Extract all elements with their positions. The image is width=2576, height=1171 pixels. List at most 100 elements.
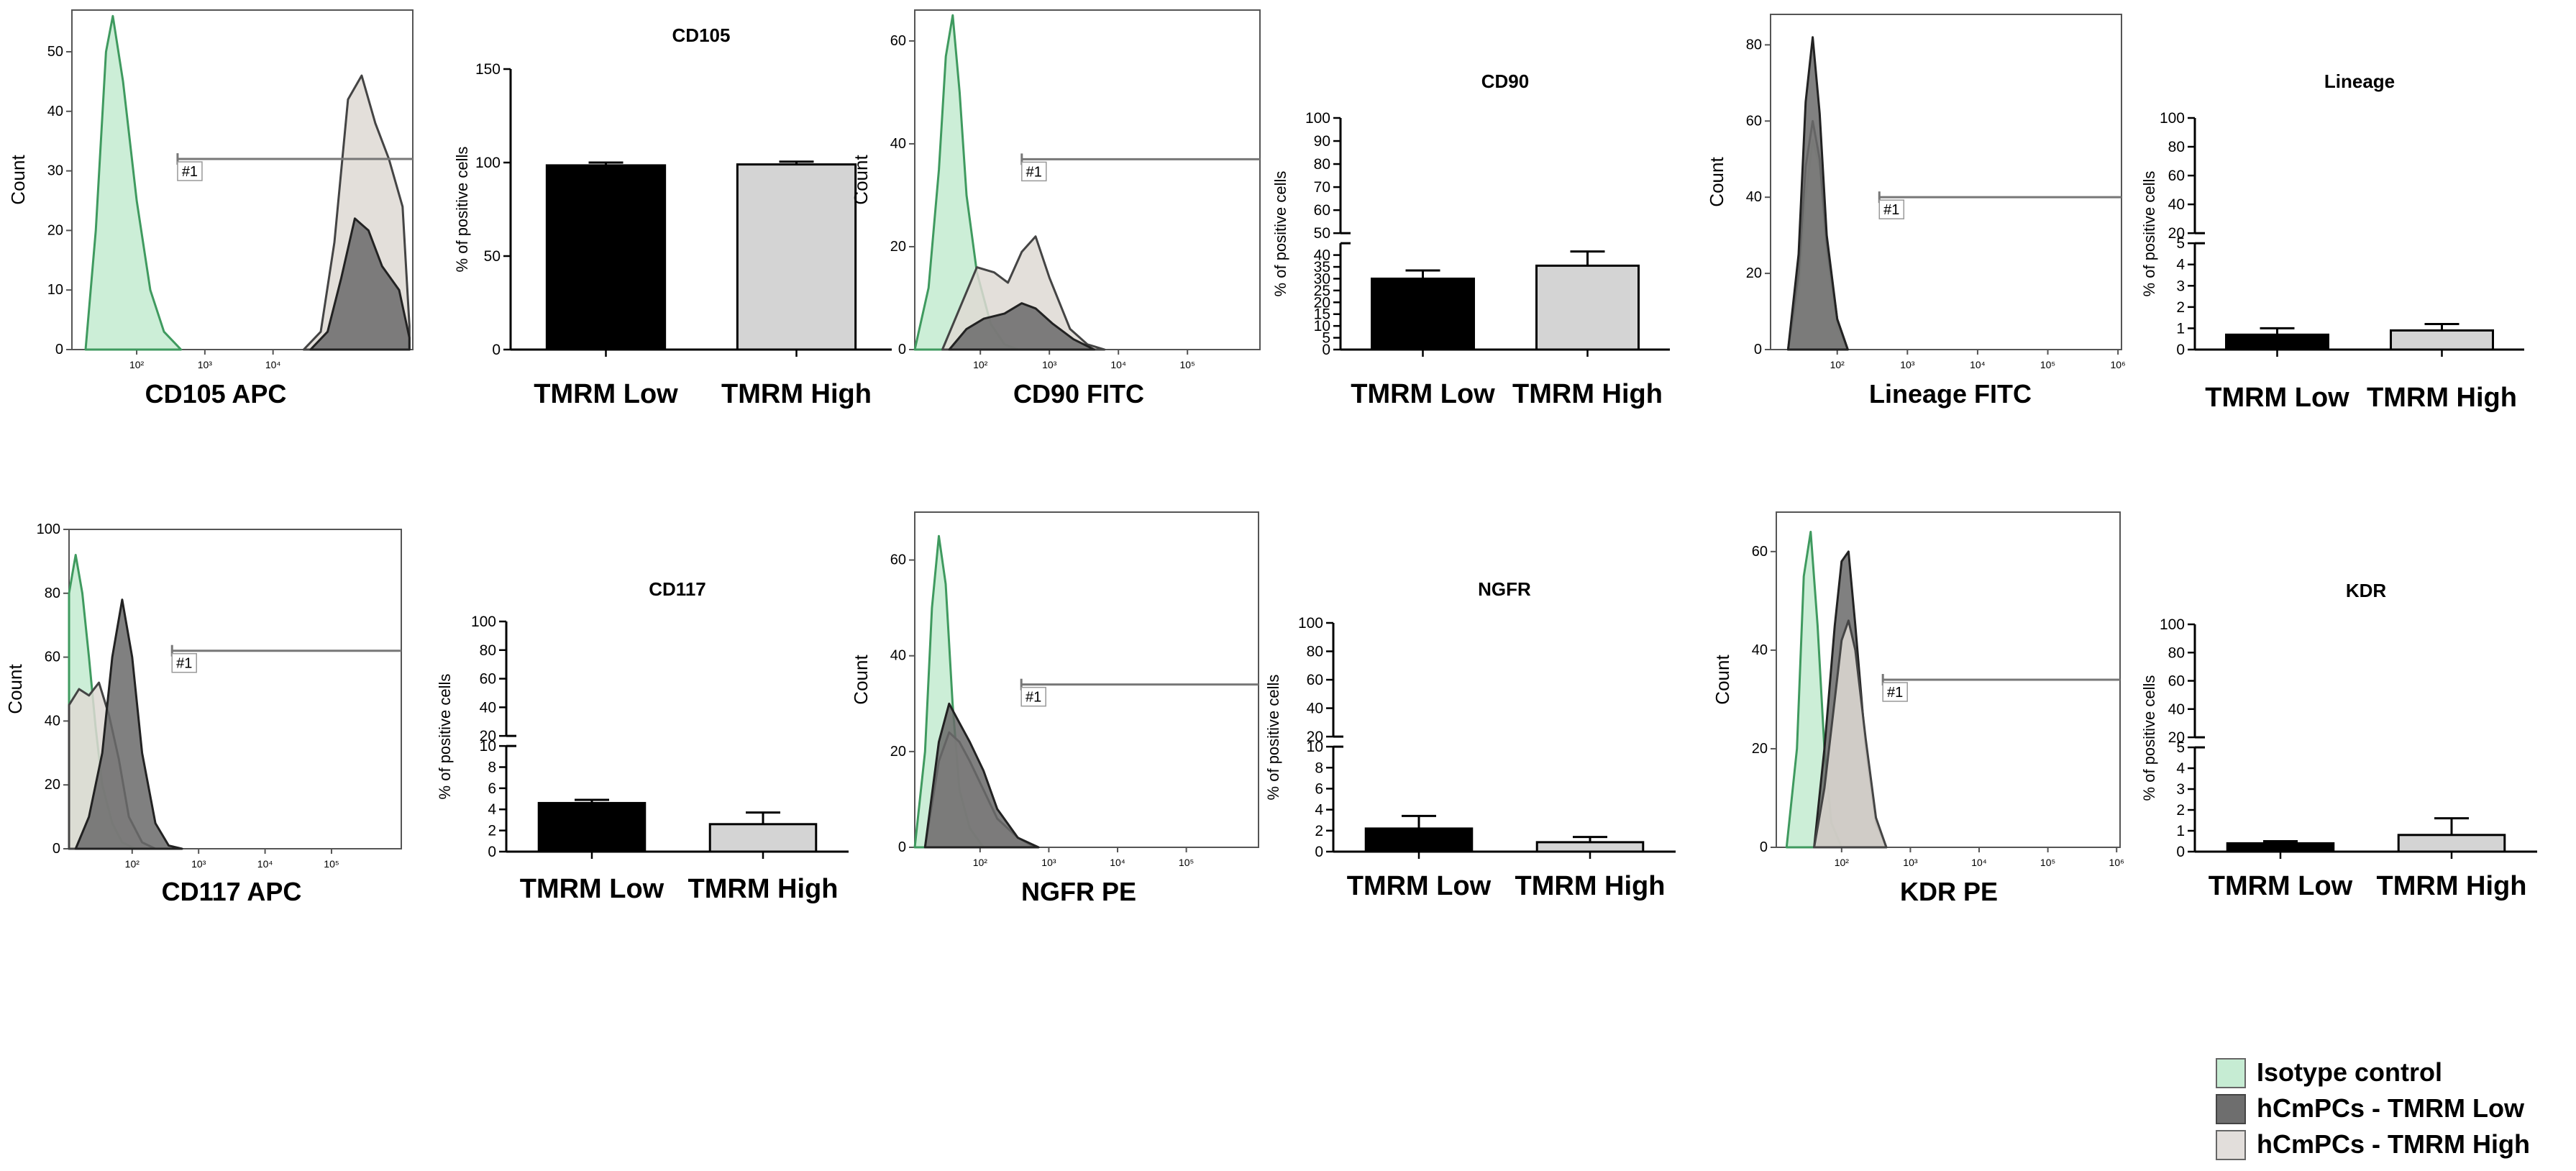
y-tick-label: 1 xyxy=(2176,320,2185,337)
bar-tmrm-high xyxy=(1535,264,1640,351)
y-tick-label: 5 xyxy=(2176,739,2185,756)
y-tick-label: 100 xyxy=(471,614,496,630)
hist-kdr: Count 0 20 40 60 10² 10³ 10⁴ 10⁵ 10⁶ #1 KDR PE xyxy=(1712,511,2124,906)
y-tick-label: 0 xyxy=(2176,844,2185,860)
y-tick-label: 4 xyxy=(488,801,496,818)
x-axis-label: CD117 APC xyxy=(162,877,302,906)
y-axis-label: % of positive cells xyxy=(1264,675,1282,801)
x-axis-label: Lineage FITC xyxy=(1869,379,2032,409)
bar-tmrm-high xyxy=(1535,841,1645,853)
plot-frame xyxy=(914,511,1259,848)
y-axis-label: Count xyxy=(1706,157,1727,207)
y-tick-label: 20 xyxy=(47,222,63,238)
y-tick-label: 8 xyxy=(1315,760,1323,776)
legend-label-isotype: Isotype control xyxy=(2257,1057,2442,1087)
x-tick-label: 10³ xyxy=(1041,857,1056,868)
gate-box xyxy=(1882,682,1908,702)
x-tick-label: 10⁵ xyxy=(2040,857,2055,868)
y-axis-label: % of positive cells xyxy=(436,674,454,800)
gate-box xyxy=(177,161,203,181)
y-axis-label: Count xyxy=(850,155,872,205)
y-tick-label: 60 xyxy=(1746,113,1762,129)
y-tick-label: 4 xyxy=(2176,760,2185,777)
hist-ngfr: Count 0 20 40 60 10² 10³ 10⁴ 10⁵ #1 NGFR PE xyxy=(850,511,1259,906)
y-tick-label: 0 xyxy=(55,342,63,357)
y-tick-label: 60 xyxy=(1752,544,1768,560)
x-tick-label: TMRM High xyxy=(721,379,872,409)
y-tick-label: 20 xyxy=(2168,729,2185,746)
x-tick-label: 10³ xyxy=(191,858,206,870)
x-tick-label: 10² xyxy=(1830,359,1845,370)
y-tick-label: 10 xyxy=(480,738,496,755)
y-tick-label: 20 xyxy=(2168,225,2185,242)
plot-frame xyxy=(1770,14,2122,350)
bar-lineage: Lineage % of positive cells 0 1 2 3 4 520 40 60 80… xyxy=(2140,70,2524,413)
x-tick-label: TMRM High xyxy=(1515,871,1666,901)
gate-label: #1 xyxy=(1883,202,1899,218)
y-axis-label: Count xyxy=(850,655,872,705)
y-tick-label: 50 xyxy=(484,248,501,265)
bar-tmrm-low xyxy=(2225,333,2329,351)
y-tick-label: 6 xyxy=(488,780,496,797)
y-tick-label: 20 xyxy=(890,744,906,760)
y-axis-label: % of positive cells xyxy=(453,147,471,273)
histogram-low xyxy=(309,217,411,351)
bar-tmrm-low xyxy=(537,801,647,853)
gate-label: #1 xyxy=(1026,164,1042,180)
x-tick-label: 10³ xyxy=(1900,359,1915,370)
y-tick-label: 40 xyxy=(480,699,496,716)
y-tick-label: 80 xyxy=(1746,37,1762,53)
y-tick-label: 20 xyxy=(45,777,60,793)
bar-tmrm-high xyxy=(736,163,857,351)
y-tick-label: 100 xyxy=(2160,110,2185,127)
x-tick-label: 10⁴ xyxy=(1970,359,1986,370)
y-tick-label: 40 xyxy=(890,136,906,152)
x-tick-label: 10⁵ xyxy=(2040,359,2055,370)
y-axis-label: Count xyxy=(7,155,29,205)
x-tick-label: TMRM Low xyxy=(2209,871,2353,901)
y-tick-label: 60 xyxy=(1314,202,1330,219)
y-tick-label: 60 xyxy=(480,671,496,688)
y-tick-label: 10 xyxy=(47,282,63,298)
y-tick-label: 8 xyxy=(488,759,496,775)
x-tick-label: 10⁴ xyxy=(1110,857,1125,868)
bar-tmrm-low xyxy=(1364,827,1474,853)
y-tick-label: 80 xyxy=(2168,644,2185,661)
histogram-low xyxy=(948,302,1096,351)
y-tick-label: 2 xyxy=(2176,802,2185,819)
y-tick-label: 80 xyxy=(1307,644,1323,660)
y-tick-label: 20 xyxy=(480,728,496,744)
x-tick-label: 10⁴ xyxy=(257,858,273,870)
gate-box xyxy=(1020,686,1046,707)
bar-tmrm-low xyxy=(2226,842,2335,853)
plot-frame xyxy=(71,9,414,350)
legend-swatch-isotype xyxy=(2216,1058,2246,1088)
x-tick-label: 10² xyxy=(125,858,140,870)
histogram-high xyxy=(1813,619,1888,849)
x-tick-label: 10³ xyxy=(1903,857,1918,868)
y-tick-label: 5 xyxy=(1322,330,1330,347)
bar-tmrm-high xyxy=(2397,834,2506,853)
x-axis-label: NGFR PE xyxy=(1021,877,1136,906)
y-tick-label: 2 xyxy=(488,823,496,839)
histogram-low xyxy=(74,598,183,850)
y-tick-label: 40 xyxy=(45,713,60,729)
x-tick-label: TMRM Low xyxy=(2205,383,2349,413)
y-tick-label: 100 xyxy=(2160,616,2185,633)
y-tick-label: 0 xyxy=(488,844,496,860)
y-tick-label: 100 xyxy=(37,521,60,537)
y-axis-label: Count xyxy=(1712,655,1733,705)
gate-box xyxy=(171,652,197,673)
chart-title: KDR xyxy=(2346,580,2387,601)
legend: Isotype control hCmPCs - TMRM Low hCmPCs… xyxy=(2216,1057,2530,1160)
hist-lineage: Count 0 20 40 60 80 10² 10³ 10⁴ 10⁵ 10⁶ #1 Lineage F… xyxy=(1706,14,2126,409)
y-tick-label: 40 xyxy=(1314,247,1330,264)
y-tick-label: 3 xyxy=(2176,781,2185,798)
y-tick-label: 100 xyxy=(1305,110,1330,127)
x-tick-label: 10⁶ xyxy=(2110,359,2125,370)
y-axis-label: % of positive cells xyxy=(2140,675,2158,801)
x-tick-label: 10² xyxy=(1835,857,1850,868)
histogram-low xyxy=(1786,36,1849,351)
